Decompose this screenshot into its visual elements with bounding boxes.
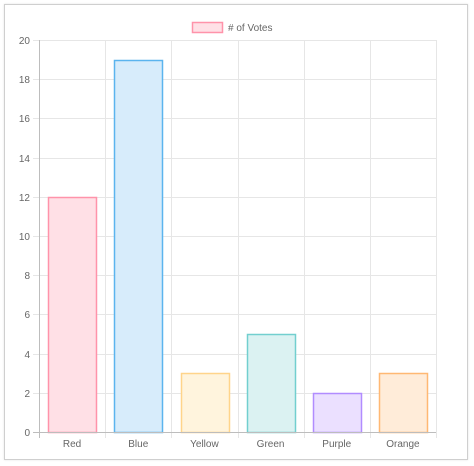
y-tick-label: 14: [19, 154, 31, 165]
x-tick-label: Red: [63, 439, 81, 450]
legend-swatch[interactable]: [191, 21, 224, 34]
bar-red[interactable]: [47, 196, 98, 434]
grid-lines: [33, 40, 437, 438]
y-tick-label: 18: [19, 75, 31, 86]
bar-blue[interactable]: [113, 59, 164, 434]
y-tick-label: 16: [19, 114, 31, 125]
y-tick-label: 10: [19, 232, 31, 243]
y-tick-label: 0: [24, 428, 30, 439]
y-tick-label: 12: [19, 193, 31, 204]
bars: [47, 59, 429, 434]
y-tick-label: 2: [24, 389, 30, 400]
bar-green[interactable]: [246, 333, 297, 434]
y-tick-label: 20: [19, 36, 31, 47]
x-tick-label: Green: [257, 439, 285, 450]
y-axis-ticks: 0 2 4 6 8 10 12 14 16 18 20: [19, 36, 31, 439]
x-tick-label: Orange: [386, 439, 420, 450]
y-tick-label: 6: [24, 310, 30, 321]
y-tick-label: 8: [24, 271, 30, 282]
legend-label[interactable]: # of Votes: [228, 23, 272, 34]
axes: [33, 40, 436, 438]
bar-yellow[interactable]: [180, 372, 231, 434]
legend[interactable]: # of Votes: [191, 21, 273, 35]
x-tick-label: Blue: [128, 439, 148, 450]
y-tick-label: 4: [24, 350, 30, 361]
bar-orange[interactable]: [378, 372, 429, 434]
x-tick-label: Yellow: [190, 439, 219, 450]
x-tick-label: Purple: [322, 439, 351, 450]
x-axis-ticks: Red Blue Yellow Green Purple Orange: [63, 439, 420, 450]
bar-purple[interactable]: [312, 392, 363, 434]
